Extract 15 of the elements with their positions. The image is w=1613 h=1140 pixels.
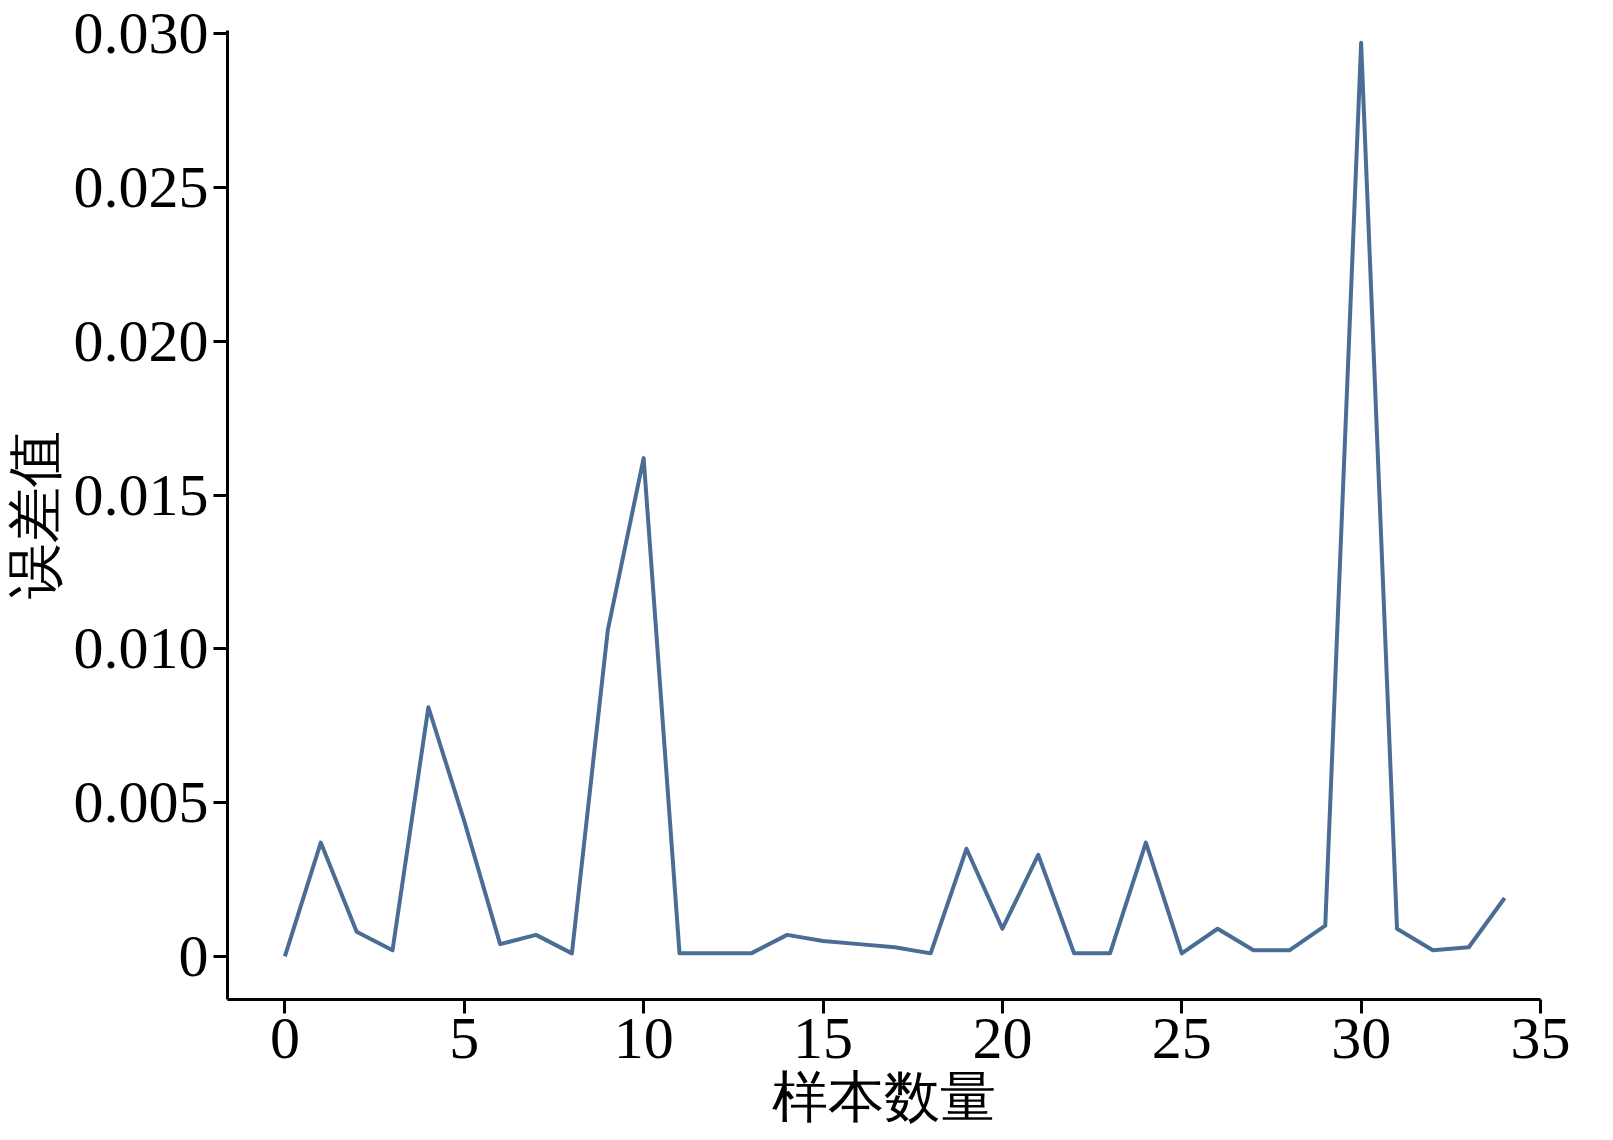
y-axis-title: 误差值	[3, 431, 66, 599]
x-tick-label: 30	[1331, 1004, 1392, 1071]
y-tick-label: 0.015	[73, 461, 209, 528]
x-tick-label: 5	[449, 1004, 480, 1071]
x-tick-label: 35	[1510, 1004, 1571, 1071]
line-series	[282, 40, 1507, 959]
x-tick-label: 0	[269, 1004, 300, 1071]
y-tick-label: 0.020	[73, 307, 209, 374]
y-tick-label: 0	[178, 922, 209, 989]
x-tick-label: 25	[1151, 1004, 1212, 1071]
x-tick-label: 10	[613, 1004, 674, 1071]
y-tick-label: 0.025	[73, 153, 209, 220]
y-tick-label: 0.005	[73, 769, 209, 836]
y-tick-label: 0.030	[73, 0, 209, 67]
y-tick-label: 0.010	[73, 615, 209, 682]
